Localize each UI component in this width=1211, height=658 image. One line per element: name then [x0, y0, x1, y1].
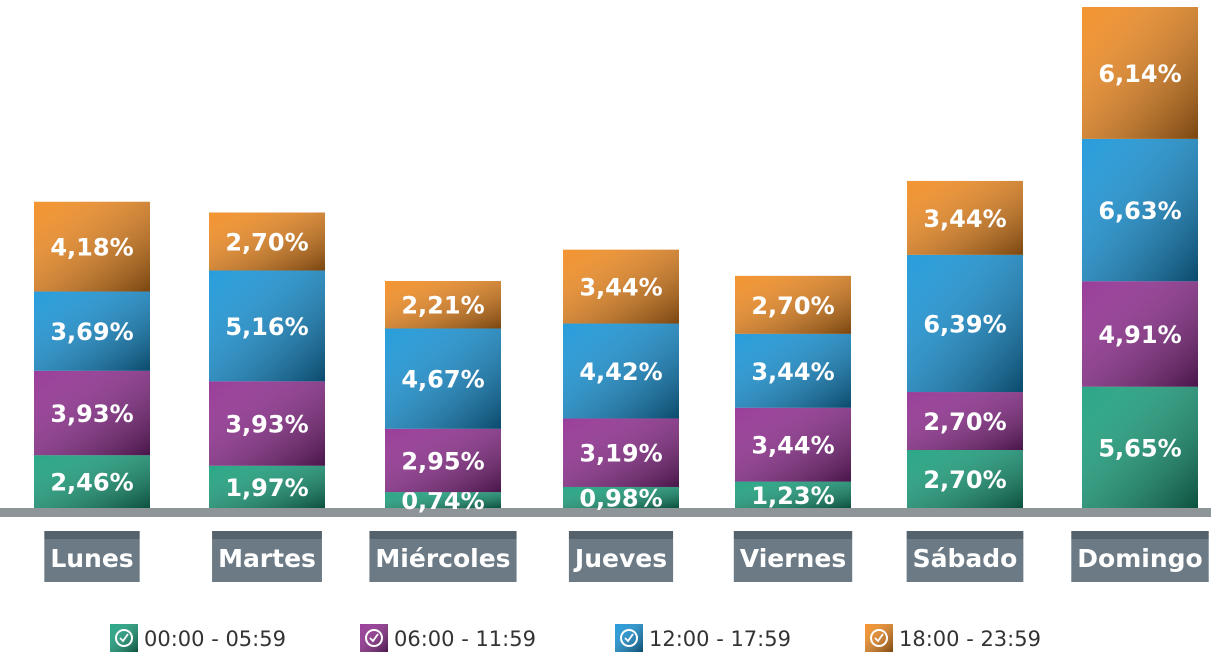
value-label: 2,70%: [751, 292, 834, 320]
category-label: Lunes: [50, 544, 133, 573]
segment-shade: [209, 270, 325, 382]
category-strip: [568, 531, 674, 539]
segment-shade: [735, 481, 851, 508]
legend-item: 00:00 - 05:59: [110, 624, 286, 652]
segment-shade: [209, 465, 325, 508]
value-label: 3,19%: [579, 440, 662, 468]
category-box: [568, 539, 674, 582]
segment-shade: [1082, 7, 1198, 139]
legend-item: 06:00 - 11:59: [360, 624, 536, 652]
value-label: 5,65%: [1098, 434, 1181, 462]
legend-item: 18:00 - 23:59: [865, 624, 1041, 652]
segment-shade: [735, 407, 851, 482]
segment-shade: [1082, 138, 1198, 282]
legend-label: 00:00 - 05:59: [144, 627, 286, 651]
value-label: 3,93%: [225, 410, 308, 438]
value-label: 6,14%: [1098, 60, 1181, 88]
category-label: Domingo: [1077, 544, 1202, 573]
category-label: Martes: [218, 544, 316, 573]
segment-shade: [563, 486, 679, 508]
value-label: 2,70%: [923, 466, 1006, 494]
category-label: Sábado: [913, 544, 1018, 573]
value-label: 2,46%: [50, 469, 133, 497]
category-label: Viernes: [740, 544, 846, 573]
clock-hands: [119, 633, 129, 643]
value-label: 4,67%: [401, 366, 484, 394]
value-label: 2,21%: [401, 292, 484, 320]
legend-swatch-shade: [110, 624, 138, 652]
segment-shade: [385, 281, 501, 329]
category-box: [1071, 539, 1209, 582]
category-strip: [369, 531, 517, 539]
value-label: 2,70%: [923, 408, 1006, 436]
legend-label: 12:00 - 17:59: [649, 627, 791, 651]
category-box: [733, 539, 853, 582]
clock-icon: [115, 629, 133, 647]
value-label: 3,44%: [923, 205, 1006, 233]
value-label: 3,44%: [751, 432, 834, 460]
clock-icon: [620, 629, 638, 647]
segment-shade: [209, 212, 325, 271]
baseline: [0, 508, 1211, 517]
segment-shade: [907, 180, 1023, 255]
segment-shade: [34, 370, 150, 456]
legend-label: 18:00 - 23:59: [899, 627, 1041, 651]
legend-item: 12:00 - 17:59: [615, 624, 791, 652]
segment-shade: [735, 333, 851, 408]
category-strip: [44, 531, 140, 539]
category-label: Jueves: [573, 544, 667, 573]
legend-label: 06:00 - 11:59: [394, 627, 536, 651]
segment-shade: [907, 450, 1023, 508]
clock-icon: [365, 629, 383, 647]
legend-swatch-shade: [615, 624, 643, 652]
category-box: [906, 539, 1024, 582]
category-box: [212, 539, 322, 582]
segment-shade: [385, 492, 501, 508]
value-label: 3,69%: [50, 318, 133, 346]
segment-shade: [34, 455, 150, 508]
segment-shade: [385, 428, 501, 493]
legend-swatch-shade: [865, 624, 893, 652]
value-label: 3,93%: [50, 400, 133, 428]
value-label: 0,98%: [579, 484, 662, 512]
value-label: 1,23%: [751, 482, 834, 510]
segment-shade: [34, 201, 150, 292]
clock-hands: [624, 633, 634, 643]
category-strip: [733, 531, 853, 539]
value-label: 4,42%: [579, 358, 662, 386]
value-label: 6,63%: [1098, 197, 1181, 225]
legend-swatch-shade: [360, 624, 388, 652]
segment-shade: [907, 392, 1023, 451]
category-strip: [906, 531, 1024, 539]
segment-shade: [563, 323, 679, 419]
value-label: 2,95%: [401, 447, 484, 475]
value-label: 4,91%: [1098, 321, 1181, 349]
value-label: 2,70%: [225, 229, 308, 257]
segment-shade: [563, 418, 679, 487]
value-label: 1,97%: [225, 474, 308, 502]
category-strip: [1071, 531, 1209, 539]
clock-hands: [874, 633, 884, 643]
clock-hands: [369, 633, 379, 643]
segment-shade: [563, 249, 679, 324]
category-label: Miércoles: [375, 544, 510, 573]
value-label: 5,16%: [225, 313, 308, 341]
segment-shade: [385, 328, 501, 429]
segment-shade: [1082, 281, 1198, 387]
segment-shade: [34, 291, 150, 371]
segment-shade: [209, 381, 325, 466]
segment-shade: [907, 254, 1023, 393]
category-box: [369, 539, 517, 582]
value-label: 3,44%: [579, 274, 662, 302]
value-label: 6,39%: [923, 310, 1006, 338]
value-label: 4,18%: [50, 234, 133, 262]
segment-shade: [1082, 386, 1198, 508]
category-box: [44, 539, 140, 582]
category-strip: [212, 531, 322, 539]
clock-icon: [870, 629, 888, 647]
segment-shade: [735, 275, 851, 334]
value-label: 3,44%: [751, 358, 834, 386]
